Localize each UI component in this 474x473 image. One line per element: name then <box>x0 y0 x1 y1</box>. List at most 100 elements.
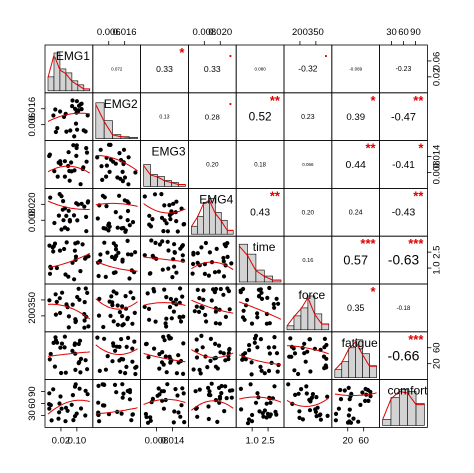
scatter-point <box>178 286 183 291</box>
scatter-point <box>61 218 66 223</box>
scatter-point <box>61 199 66 204</box>
histogram-bar <box>103 120 113 139</box>
panel-5-1 <box>92 283 142 333</box>
scatter-point <box>218 350 223 355</box>
scatter-point <box>317 413 322 418</box>
tick-label: 0.006 <box>97 27 121 38</box>
scatter-point <box>85 367 90 372</box>
scatter-point <box>253 400 259 405</box>
scatter-point <box>113 161 118 166</box>
tick-label: 0.014 <box>431 145 442 169</box>
scatter-point <box>163 321 168 326</box>
scatter-point <box>163 354 168 359</box>
scatter-point <box>76 103 82 108</box>
scatter-point <box>195 414 200 419</box>
scatter-point <box>111 270 116 275</box>
scatter-point <box>77 338 83 343</box>
scatter-point <box>76 286 81 291</box>
scatter-point <box>229 395 234 400</box>
scatter-point <box>101 324 106 330</box>
scatter-point <box>252 340 257 345</box>
scatter-point <box>238 386 243 391</box>
scatter-point <box>315 405 320 410</box>
panel-4-6: 0.57 *** <box>331 235 380 285</box>
scatter-point <box>132 339 137 344</box>
correlation-value: 0.33 <box>204 64 221 74</box>
tick-label: 20 <box>431 358 442 369</box>
smoother-line <box>47 200 90 210</box>
scatter-point <box>85 392 90 397</box>
scatter-point <box>66 314 71 319</box>
scatter-point <box>164 316 169 321</box>
smoother-line <box>191 349 234 358</box>
tick-label: 0.10 <box>68 435 87 446</box>
correlation-value: 0.072 <box>111 66 123 71</box>
scatter-point <box>103 367 108 372</box>
scatter-point <box>195 260 200 265</box>
scatter-point <box>248 382 253 387</box>
scatter-point <box>179 403 184 408</box>
scatter-point <box>217 396 223 401</box>
scatter-point <box>115 303 120 308</box>
scatter-point <box>58 394 63 399</box>
scatter-point <box>296 371 301 377</box>
panel-3-1 <box>92 187 142 237</box>
scatter-point <box>276 301 281 306</box>
scatter-point <box>128 290 133 295</box>
scatter-point <box>274 351 280 356</box>
scatter-point <box>102 240 107 245</box>
significance-stars: *** <box>408 236 424 251</box>
scatter-point <box>51 387 56 392</box>
panel-2-0 <box>44 140 94 189</box>
histogram-bar <box>220 219 228 235</box>
significance-stars: * <box>179 45 185 60</box>
scatter-point <box>217 321 222 326</box>
scatter-point <box>98 147 103 152</box>
scatter-point <box>197 367 202 372</box>
panel-1-0 <box>44 92 94 142</box>
scatter-point <box>125 252 131 257</box>
scatter-point <box>150 217 155 222</box>
scatter-point <box>47 357 52 362</box>
scatter-point <box>70 393 75 398</box>
scatter-point <box>120 395 125 400</box>
scatter-point <box>291 346 296 351</box>
scatter-point <box>204 319 209 324</box>
scatter-point <box>272 305 277 310</box>
scatter-point <box>66 325 71 330</box>
histogram-bar <box>197 215 204 235</box>
smoother-line <box>95 407 138 415</box>
scatter-point <box>356 419 361 424</box>
scatter-point <box>64 240 69 245</box>
scatter-point <box>216 269 221 274</box>
scatter-point <box>104 174 109 179</box>
histogram-bar <box>390 397 400 426</box>
scatter-point <box>52 364 58 369</box>
scatter-point <box>84 214 89 219</box>
tick-label: 60 <box>431 342 442 353</box>
tick-label: 1.0 <box>246 435 259 446</box>
panel-border <box>235 379 285 428</box>
scatter-point <box>82 325 87 330</box>
scatter-point <box>56 160 61 165</box>
smoother-line <box>47 252 91 269</box>
histogram-bar <box>321 323 330 331</box>
panel-0-0: EMG1 <box>44 44 94 94</box>
scatter-point <box>76 341 81 347</box>
tick-label: 0.020 <box>27 192 38 216</box>
scatter-point <box>117 310 122 315</box>
panel-1-3: 0.28. <box>187 92 237 142</box>
scatter-point <box>111 289 116 294</box>
panel-3-0 <box>44 187 94 237</box>
scatter-point <box>297 409 302 414</box>
panel-6-7: -0.66*** <box>379 331 428 380</box>
smoother-line <box>95 298 138 310</box>
tick-label: 0.008 <box>27 208 38 232</box>
scatter-point <box>125 199 130 204</box>
scatter-point <box>98 252 103 257</box>
scatter-point <box>53 312 59 317</box>
tick-label: 20 <box>342 435 353 446</box>
scatter-point <box>177 314 182 320</box>
scatter-point <box>66 274 71 279</box>
panel-6-3 <box>187 331 237 380</box>
